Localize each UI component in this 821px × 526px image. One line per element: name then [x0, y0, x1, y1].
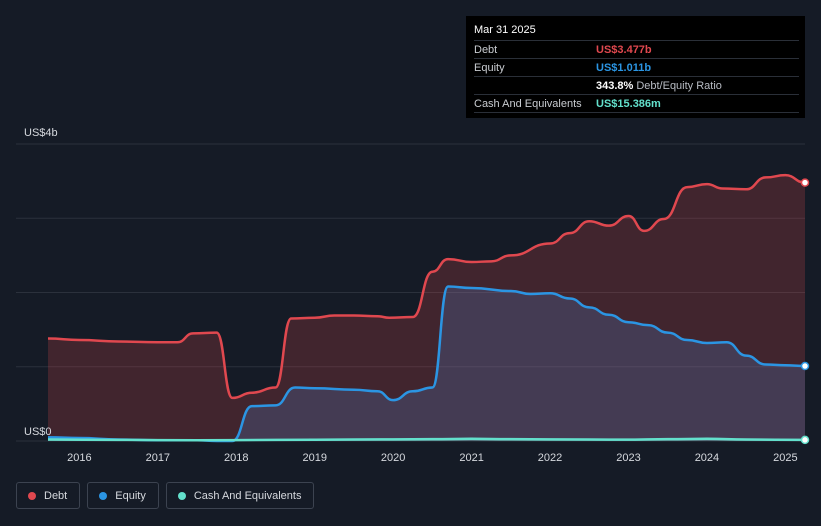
x-tick-label: 2025 [773, 452, 797, 464]
debt-area [48, 175, 805, 441]
tooltip-date: Mar 31 2025 [474, 24, 536, 36]
equity-dot-icon [99, 491, 108, 500]
equity-end-marker [800, 361, 810, 371]
y-label-bottom: US$0 [24, 426, 52, 438]
x-tick-label: 2019 [302, 452, 326, 464]
legend-item-equity[interactable]: Equity [87, 482, 159, 509]
legend-label: Equity [115, 489, 146, 502]
legend-item-debt[interactable]: Debt [16, 482, 81, 509]
chart-legend: Debt Equity Cash And Equivalents [16, 482, 315, 509]
cash-dot-icon [177, 491, 186, 500]
x-tick-label: 2021 [459, 452, 483, 464]
tooltip-row-cash: Cash And Equivalents US$15.386m [474, 94, 799, 113]
legend-label: Debt [44, 489, 68, 502]
tooltip-value-equity: US$1.011b [596, 61, 652, 74]
end-markers [800, 178, 810, 445]
tooltip-panel: Mar 31 2025 Debt US$3.477b Equity US$1.0… [466, 16, 805, 118]
cash-and-equivalents-line [47, 437, 806, 442]
y-label-top: US$4b [24, 127, 58, 139]
x-tick-label: 2024 [695, 452, 719, 464]
grid-lines [16, 143, 805, 442]
tooltip-label: Debt [474, 43, 498, 56]
legend-item-cash[interactable]: Cash And Equivalents [165, 482, 315, 509]
x-tick-label: 2023 [616, 452, 640, 464]
debt-end-marker [800, 178, 810, 187]
series-areas [48, 175, 805, 441]
cash-and-equivalents-end-marker [800, 435, 810, 445]
tooltip-value-debt: US$3.477b [596, 43, 652, 56]
x-tick-label: 2020 [381, 452, 405, 464]
tooltip-row-debt: Debt US$3.477b [474, 40, 799, 58]
debt-dot-icon [28, 491, 36, 500]
legend-label: Cash And Equivalents [193, 489, 302, 502]
x-axis-ticks: 2016 2017 2018 2019 2020 2021 2022 2023 2024 2025 [67, 452, 797, 464]
tooltip-value-cash: US$15.386m [596, 97, 661, 110]
debt-line [47, 173, 806, 400]
x-tick-label: 2022 [538, 452, 562, 464]
tooltip-ratio-suffix: Debt/Equity Ratio [636, 79, 722, 92]
tooltip-value-ratio: 343.8% [596, 79, 634, 92]
tooltip-row-equity: Equity US$1.011b [474, 58, 799, 76]
x-tick-label: 2018 [224, 452, 248, 464]
tooltip-row-ratio: 343.8% Debt/Equity Ratio [474, 76, 799, 94]
x-tick-label: 2016 [67, 452, 91, 464]
series-lines [47, 173, 806, 443]
equity-area [48, 286, 805, 441]
tooltip-label: Cash And Equivalents [474, 97, 582, 110]
tooltip-label: Equity [474, 61, 505, 74]
x-tick-label: 2017 [146, 452, 170, 464]
